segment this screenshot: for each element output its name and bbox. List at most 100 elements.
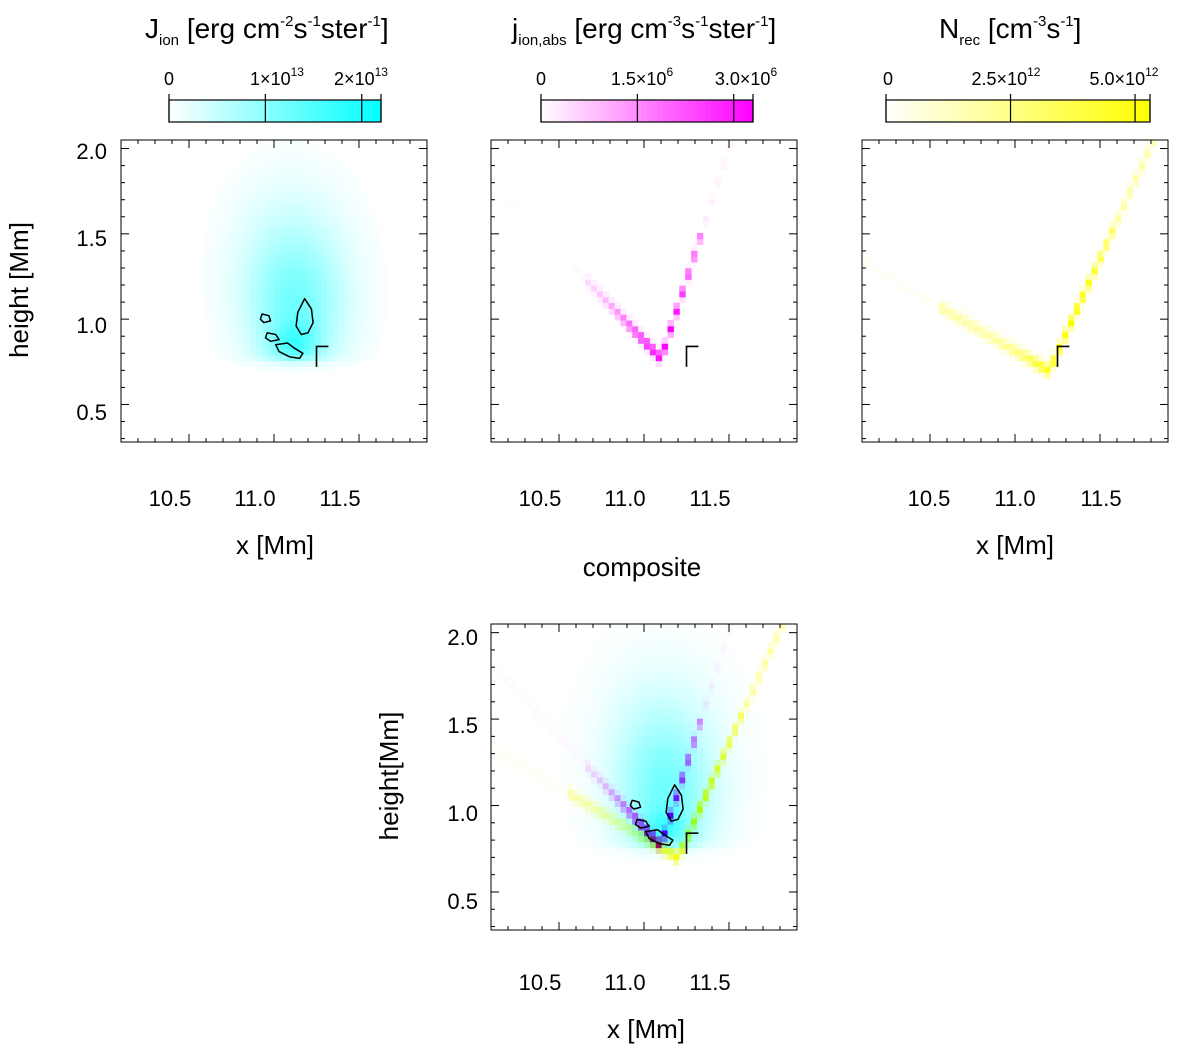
heatmap-cell: [1103, 238, 1110, 246]
heatmap-cell: [291, 198, 299, 205]
heatmap-cell: [738, 818, 745, 825]
heatmap-cell: [632, 671, 639, 678]
heatmap-cell: [620, 653, 627, 660]
heatmap-cell: [338, 244, 346, 251]
heatmap-cell: [285, 302, 293, 309]
heatmap-cell: [667, 724, 674, 731]
heatmap-cell: [649, 777, 657, 784]
heatmap-cell: [232, 186, 240, 193]
heatmap-cell: [720, 724, 727, 731]
heatmap-cell: [655, 806, 663, 813]
colorbar-swatch: [275, 100, 281, 122]
heatmap-cell: [226, 215, 234, 222]
heatmap-cell: [291, 227, 299, 234]
heatmap-cell: [1026, 354, 1034, 362]
heatmap-cell: [567, 777, 574, 784]
heatmap-cell: [755, 800, 763, 807]
heatmap-cell: [679, 841, 686, 849]
heatmap-cell: [749, 706, 757, 713]
colorbar-swatch: [892, 100, 900, 122]
heatmap-cell: [738, 788, 745, 796]
heatmap-cell: [608, 812, 616, 819]
heatmap-cell: [632, 337, 639, 344]
heatmap-cell: [685, 859, 692, 866]
heatmap-cell: [608, 747, 616, 754]
heatmap-cell: [268, 198, 275, 205]
colorbar-swatch: [280, 100, 287, 122]
heatmap-cell: [661, 847, 669, 854]
heatmap-cell: [362, 250, 369, 257]
heatmap-cell: [256, 314, 263, 321]
colorbar-swatch: [232, 100, 239, 122]
heatmap-cell: [614, 718, 621, 725]
heatmap-cell: [1032, 360, 1040, 367]
heatmap-cell: [938, 314, 945, 321]
heatmap-cell: [679, 665, 686, 672]
heatmap-cell: [608, 800, 616, 807]
heatmap-cell: [714, 835, 721, 843]
heatmap-cell: [667, 812, 674, 819]
heatmap-cell: [626, 694, 633, 701]
heatmap-cell: [285, 250, 293, 257]
heatmap-cell: [374, 238, 381, 246]
heatmap-cell: [738, 671, 745, 678]
heatmap-cell: [279, 198, 287, 205]
heatmap-cell: [332, 227, 340, 234]
heatmap-cell: [362, 256, 369, 263]
heatmap-cell: [332, 180, 340, 187]
heatmap-cell: [761, 659, 769, 666]
heatmap-cell: [250, 180, 257, 187]
heatmap-cell: [897, 279, 904, 286]
heatmap-cell: [502, 747, 510, 754]
heatmap-cell: [285, 157, 293, 164]
heatmap-cell: [268, 366, 275, 373]
heatmap-cell: [215, 267, 222, 275]
heatmap-cell: [350, 337, 357, 344]
heatmap-cell: [632, 853, 639, 860]
colorbar-swatch: [190, 100, 197, 122]
heatmap-cell: [608, 829, 616, 837]
heatmap-cell: [696, 741, 704, 749]
heatmap-cell: [226, 221, 234, 228]
heatmap-cell: [326, 169, 334, 176]
heatmap-cell: [655, 706, 663, 713]
heatmap-cell: [644, 718, 651, 725]
heatmap-cell: [685, 735, 692, 743]
heatmap-cell: [673, 800, 680, 807]
heatmap-cell: [591, 706, 598, 713]
heatmap-cell: [673, 859, 680, 866]
heatmap-cell: [256, 157, 263, 164]
heatmap-cell: [608, 835, 616, 843]
heatmap-cell: [585, 747, 592, 754]
heatmap-cell: [315, 314, 322, 321]
heatmap-cell: [661, 777, 669, 784]
heatmap-cell: [238, 174, 246, 182]
heatmap-cell: [632, 641, 639, 649]
heatmap-cell: [591, 800, 598, 807]
heatmap-cell: [591, 659, 598, 666]
heatmap-cell: [579, 800, 586, 807]
heatmap-cell: [291, 203, 299, 211]
heatmap-cell: [215, 198, 222, 205]
xlabel-composite: x [Mm]: [607, 1014, 685, 1044]
heatmap-cell: [685, 724, 692, 731]
heatmap-cell: [744, 765, 751, 772]
colorbar-swatch: [211, 100, 218, 122]
heatmap-cell: [291, 250, 299, 257]
heatmap-cell: [714, 653, 721, 660]
heatmap-cell: [714, 724, 721, 731]
heatmap-cell: [596, 291, 604, 298]
heatmap-cell: [749, 812, 757, 819]
heatmap-cell: [991, 343, 998, 350]
heatmap-cell: [744, 718, 751, 725]
heatmap-cell: [1050, 366, 1057, 373]
heatmap-cell: [602, 729, 610, 737]
heatmap-cell: [332, 360, 340, 367]
heatmap-cell: [696, 718, 704, 725]
heatmap-cell: [262, 360, 269, 367]
heatmap-cell: [602, 771, 610, 778]
heatmap-cell: [738, 694, 745, 701]
heatmap-cell: [614, 747, 621, 754]
heatmap-cell: [708, 771, 716, 778]
heatmap-cell: [567, 794, 574, 802]
